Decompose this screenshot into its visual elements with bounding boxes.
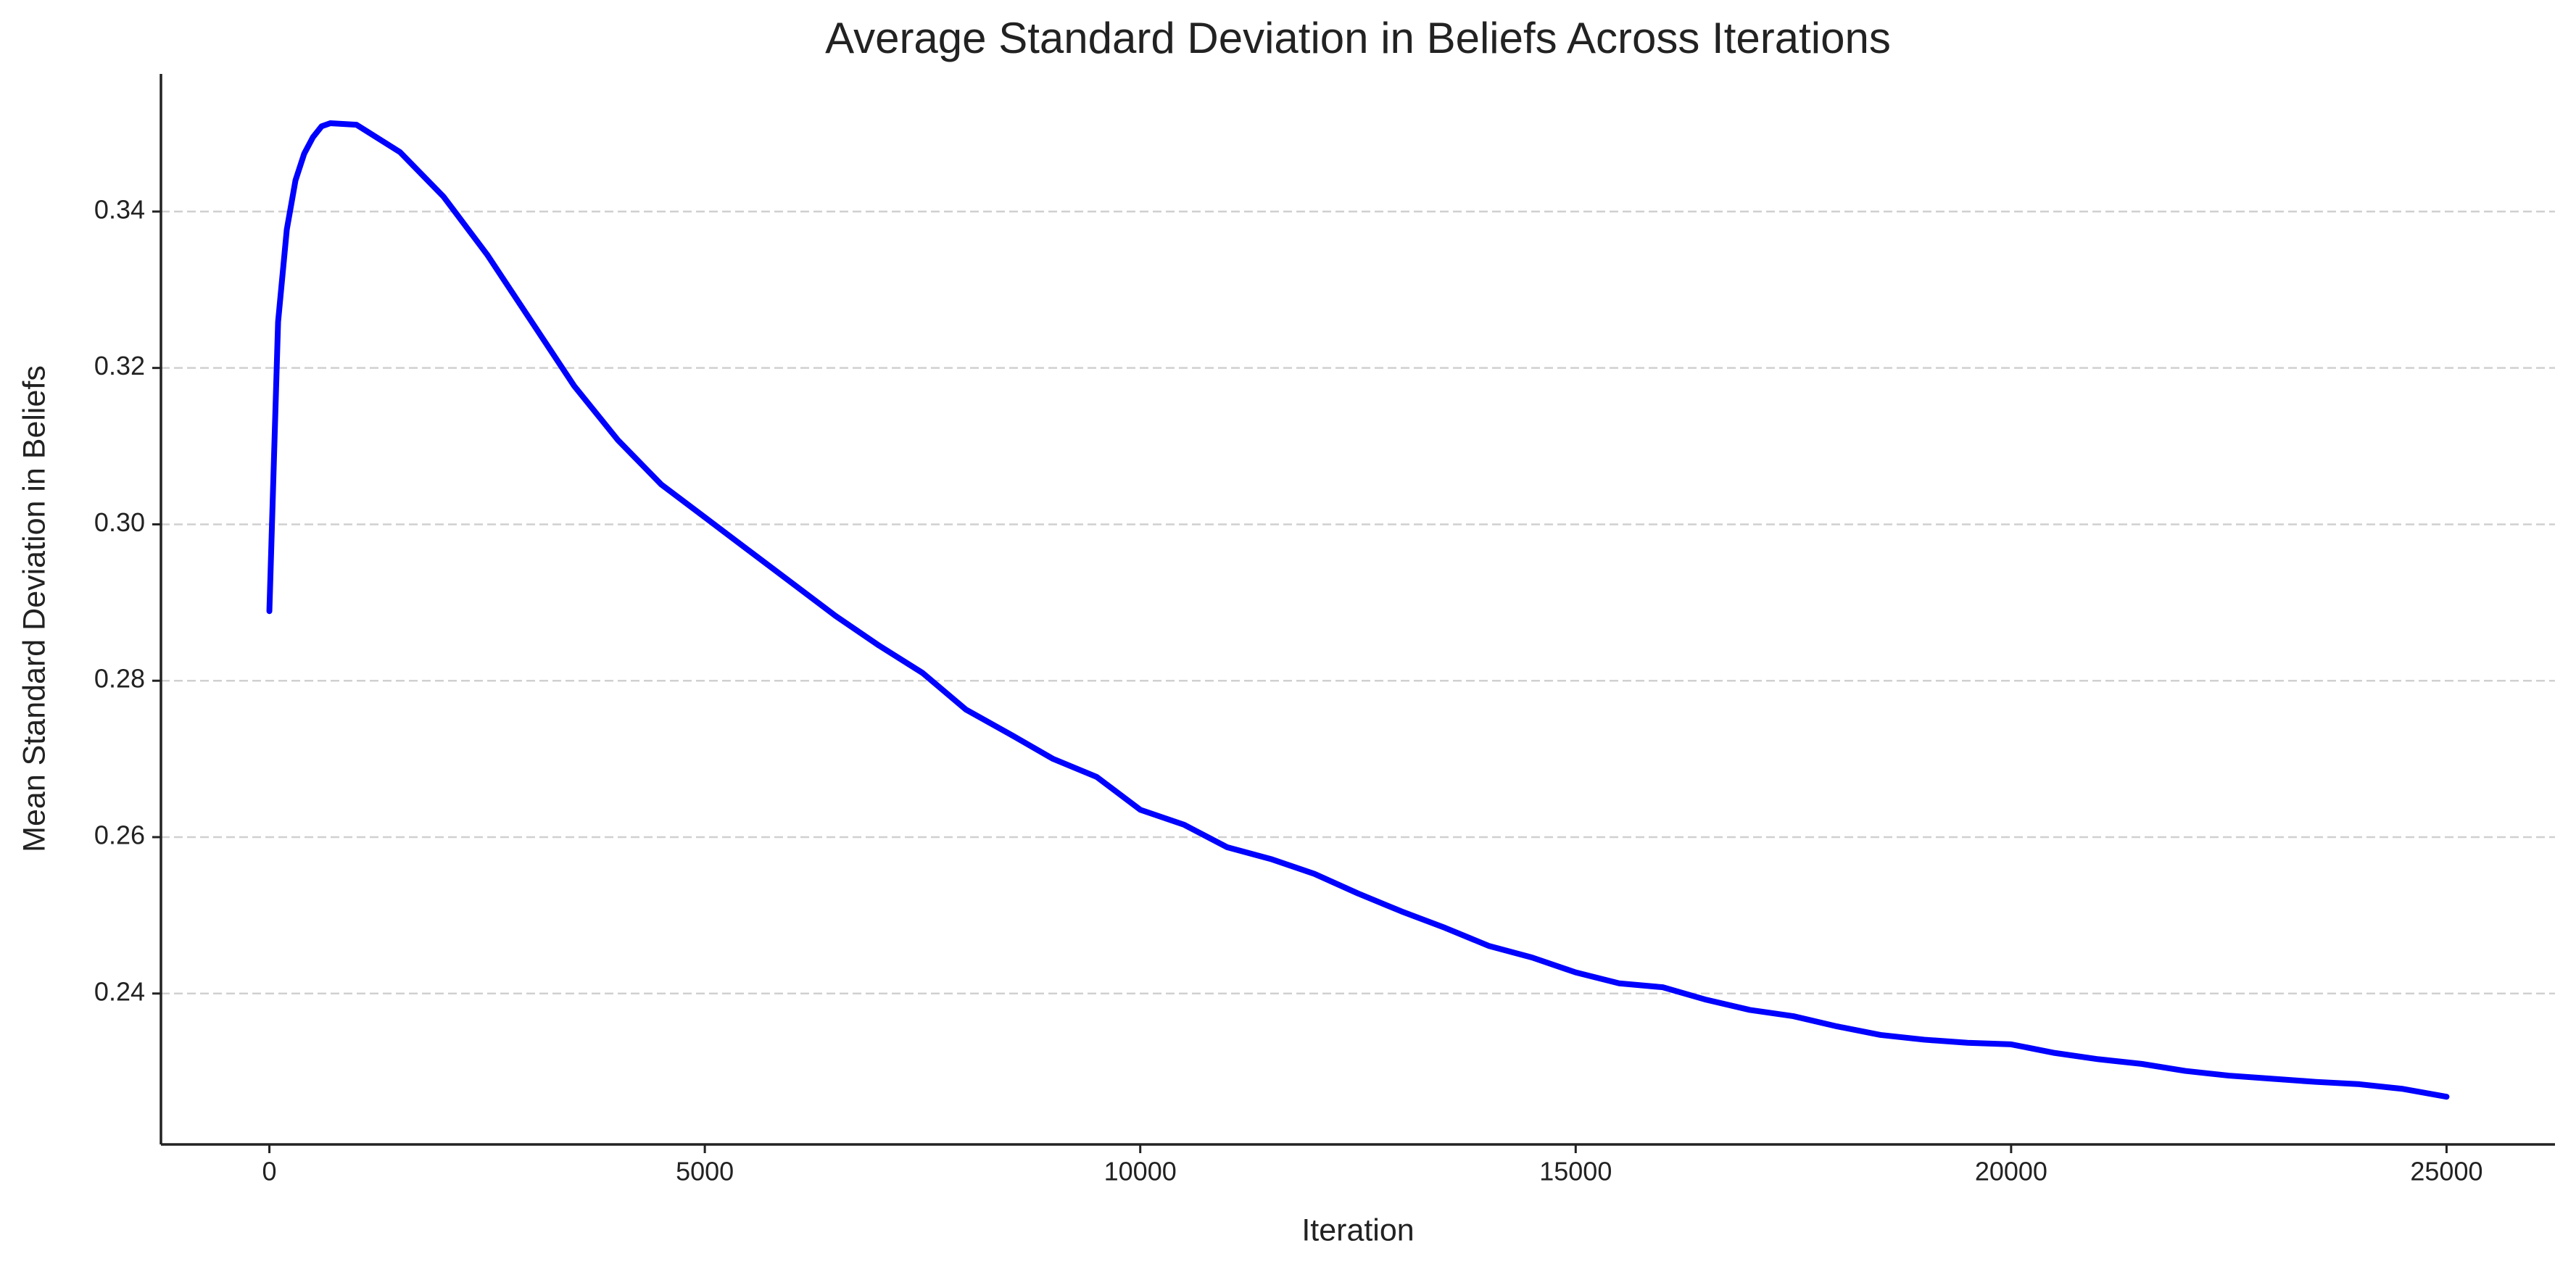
y-tick-label: 0.26 — [94, 820, 145, 850]
x-tick-label: 0 — [262, 1157, 277, 1186]
x-tick-label: 25000 — [2410, 1157, 2482, 1186]
y-tick-label: 0.34 — [94, 194, 145, 224]
y-tick-label: 0.30 — [94, 507, 145, 537]
x-tick-label: 5000 — [676, 1157, 734, 1186]
chart-title: Average Standard Deviation in Beliefs Ac… — [825, 14, 1891, 62]
x-axis-label: Iteration — [1301, 1213, 1414, 1247]
data-line — [266, 120, 2450, 1100]
y-tick-label: 0.24 — [94, 976, 145, 1006]
y-axis-label: Mean Standard Deviation in Beliefs — [17, 365, 51, 852]
x-tick-label: 15000 — [1539, 1157, 1612, 1186]
y-tick-label: 0.32 — [94, 351, 145, 381]
x-tick-label: 10000 — [1104, 1157, 1177, 1186]
x-tick-label: 20000 — [1975, 1157, 2047, 1186]
y-tick-label: 0.28 — [94, 664, 145, 694]
